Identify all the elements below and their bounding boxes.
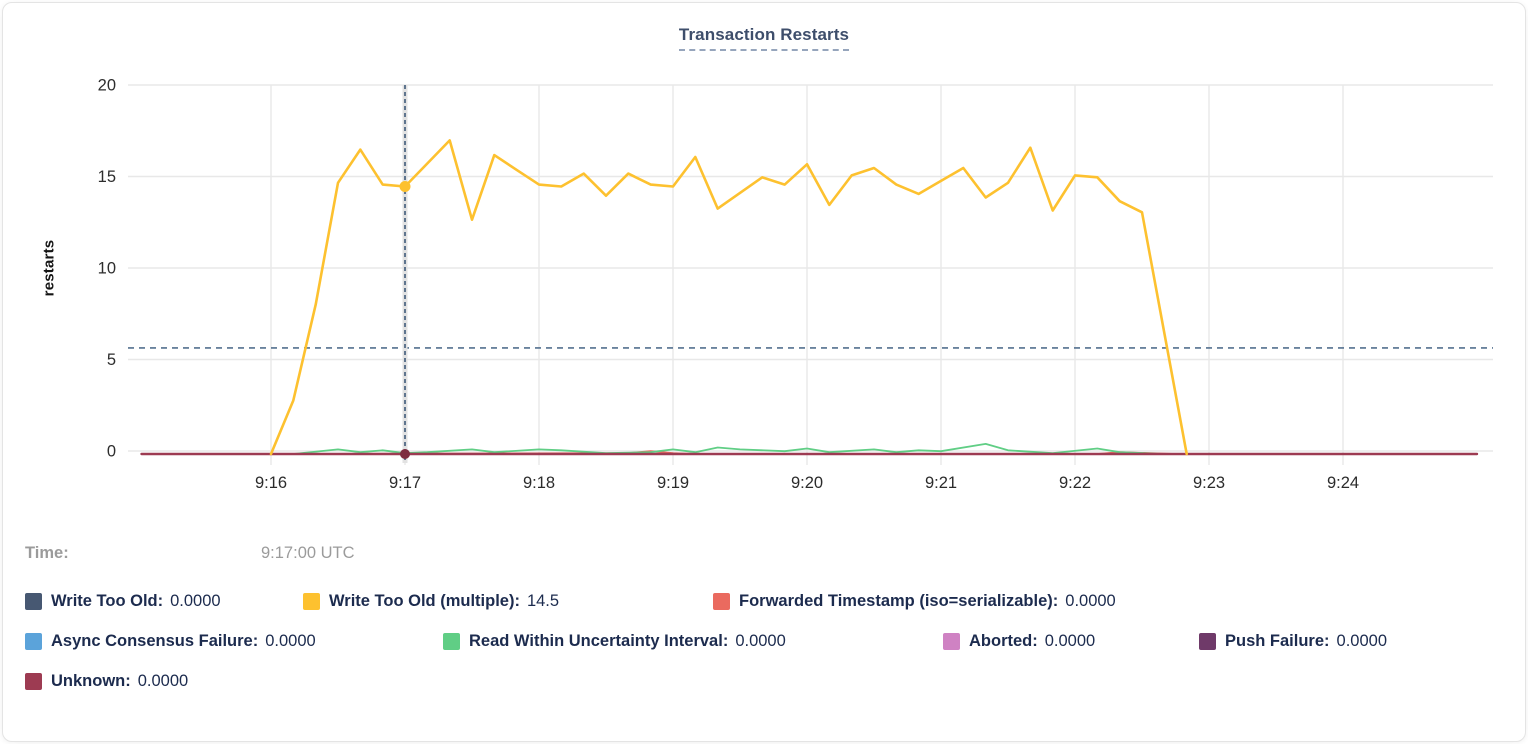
legend-row: Write Too Old: 0.0000 Write Too Old (multi… <box>25 592 1515 611</box>
time-readout-label: Time: <box>25 544 69 562</box>
y-tick-label: 5 <box>107 351 116 369</box>
legend-series-label: Write Too Old: <box>51 592 164 610</box>
legend-series-value: 0.0000 <box>1044 632 1096 650</box>
legend-item-write-too-old-multiple[interactable]: Write Too Old (multiple): 14.5 <box>303 592 713 611</box>
time-readout-value: 9:17:00 UTC <box>261 544 355 562</box>
legend-series-label: Write Too Old (multiple): <box>329 592 520 610</box>
legend-series-value: 14.5 <box>526 592 560 610</box>
x-tick-label: 9:18 <box>523 474 555 492</box>
legend-series-label: Read Within Uncertainty Interval: <box>469 632 729 650</box>
legend-swatch-read-within-uncertainty-interval <box>443 633 460 650</box>
legend-item-unknown[interactable]: Unknown: 0.0000 <box>25 672 188 691</box>
legend-row: Unknown: 0.0000 <box>25 672 1515 691</box>
hover-dot-write-too-old-multiple <box>399 180 411 192</box>
legend-item-push-failure[interactable]: Push Failure: 0.0000 <box>1199 632 1387 651</box>
legend-series-label: Forwarded Timestamp (iso=serializable): <box>739 592 1059 610</box>
chart-legend: Write Too Old: 0.0000 Write Too Old (multi… <box>25 592 1515 712</box>
x-tick-label: 9:17 <box>389 474 421 492</box>
legend-series-value: 0.0000 <box>1336 632 1387 650</box>
chart-plot-area[interactable] <box>128 85 1493 465</box>
time-readout: Time: 9:17:00 UTC <box>25 544 355 563</box>
legend-item-async-consensus-failure[interactable]: Async Consensus Failure: 0.0000 <box>25 632 443 651</box>
legend-series-value: 0.0000 <box>265 632 316 650</box>
x-tick-label: 9:22 <box>1059 474 1091 492</box>
chart-title[interactable]: Transaction Restarts <box>678 25 850 51</box>
y-tick-label: 10 <box>98 260 116 278</box>
legend-swatch-write-too-old-multiple <box>303 593 320 610</box>
x-tick-label: 9:21 <box>925 474 957 492</box>
x-tick-label: 9:24 <box>1327 474 1359 492</box>
y-tick-label: 0 <box>107 443 116 461</box>
legend-swatch-write-too-old <box>25 593 42 610</box>
chart-title-wrap: Transaction Restarts <box>3 25 1525 51</box>
legend-item-read-within-uncertainty-interval[interactable]: Read Within Uncertainty Interval: 0.0000 <box>443 632 943 651</box>
legend-series-value: 0.0000 <box>1065 592 1116 610</box>
series-line-read-within-uncertainty-interval <box>292 442 1166 455</box>
legend-item-write-too-old[interactable]: Write Too Old: 0.0000 <box>25 592 303 611</box>
chart-plot[interactable]: 0 5 10 15 20 9:16 9:17 9:18 9:19 9:20 9:21 9:22 9:23… <box>3 3 1526 515</box>
x-tick-label: 9:16 <box>255 474 287 492</box>
legend-series-value: 0.0000 <box>170 592 221 610</box>
y-tick-label: 20 <box>98 77 116 95</box>
legend-swatch-forwarded-timestamp-iso-serializable <box>713 593 730 610</box>
legend-series-label: Unknown: <box>51 672 131 690</box>
y-tick-label: 15 <box>98 168 116 186</box>
legend-swatch-async-consensus-failure <box>25 633 42 650</box>
legend-swatch-push-failure <box>1199 633 1216 650</box>
legend-series-value: 0.0000 <box>735 632 786 650</box>
legend-series-label: Async Consensus Failure: <box>51 632 259 650</box>
x-tick-label: 9:20 <box>791 474 823 492</box>
legend-swatch-aborted <box>943 633 960 650</box>
legend-series-label: Push Failure: <box>1225 632 1330 650</box>
hover-dot-unknown <box>400 449 410 459</box>
legend-row: Async Consensus Failure: 0.0000 Read Withi… <box>25 632 1515 651</box>
legend-swatch-unknown <box>25 673 42 690</box>
legend-item-aborted[interactable]: Aborted: 0.0000 <box>943 632 1199 651</box>
x-tick-label: 9:23 <box>1193 474 1225 492</box>
legend-series-value: 0.0000 <box>137 672 189 690</box>
legend-series-label: Aborted: <box>969 632 1038 650</box>
series-line-write-too-old-multiple <box>269 139 1188 456</box>
x-tick-label: 9:19 <box>657 474 689 492</box>
legend-item-forwarded-timestamp-iso-serializable[interactable]: Forwarded Timestamp (iso=serializable): 0… <box>713 592 1116 611</box>
